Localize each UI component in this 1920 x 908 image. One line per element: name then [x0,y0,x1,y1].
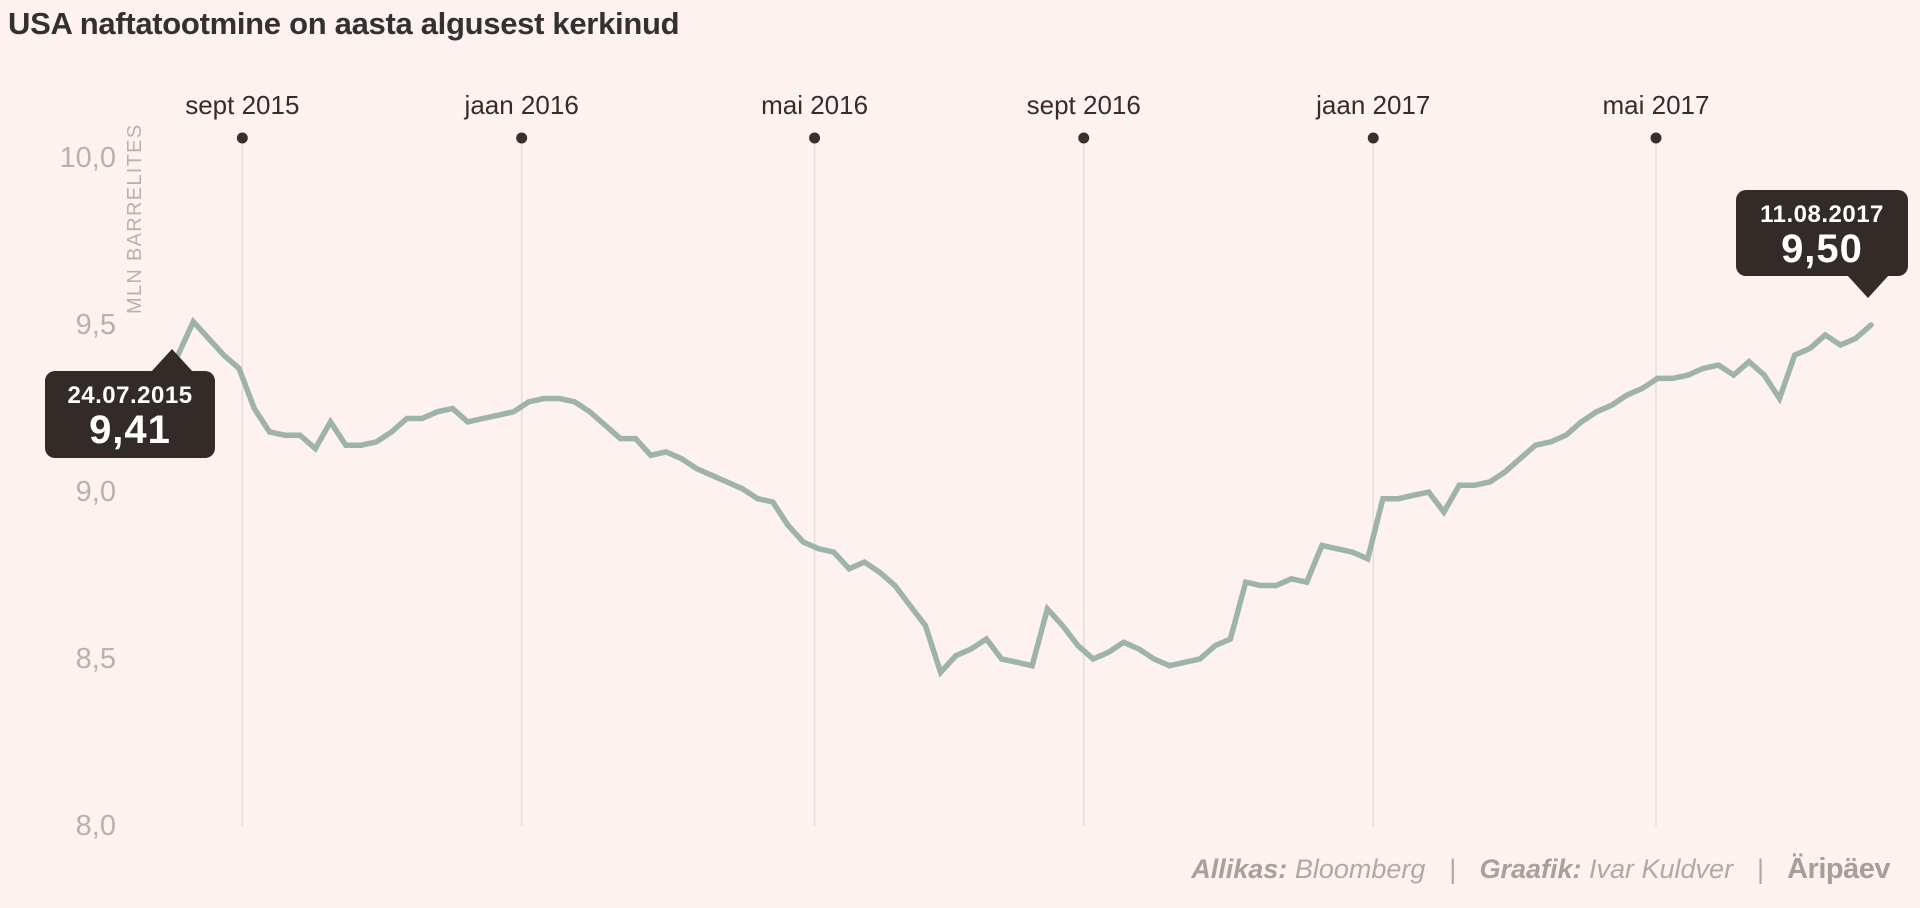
x-axis-dot [1367,132,1379,144]
x-axis-label: mai 2017 [1602,90,1710,120]
x-axis-dot [1078,132,1090,144]
y-tick-label: 10,0 [59,142,116,174]
x-axis-dot [516,132,528,144]
x-axis-dot [809,132,821,144]
brand-logo: Äripäev [1787,853,1890,885]
callout-start-date: 24.07.2015 [67,382,193,409]
graphic-author: Ivar Kuldver [1589,854,1734,884]
x-axis-label: sept 2015 [185,90,300,120]
source-name: Bloomberg [1294,854,1426,884]
graphic-label: Graafik: [1479,854,1582,884]
callout-end-number: 9,50 [1781,227,1863,271]
callout-end-date: 11.08.2017 [1760,201,1884,228]
y-tick-label: 8,0 [75,810,116,842]
production-line [175,316,1874,678]
x-axis-dot [1650,132,1662,144]
chart-footer: Allikas: Bloomberg | Graafik: Ivar Kuldv… [1191,853,1890,886]
chart-title: USA naftatootmine on aasta algusest kerk… [8,6,680,41]
x-axis-dot [236,132,248,144]
callout-end-value: 11.08.2017 9,50 [1736,190,1908,298]
y-tick-label: 8,5 [75,643,116,675]
x-axis-label: mai 2016 [761,90,869,120]
callout-start-number: 9,41 [89,408,171,452]
x-axis-label: jaan 2017 [1316,90,1431,120]
y-tick-label: 9,5 [75,309,116,341]
y-tick-label: 9,0 [75,476,116,508]
footer-divider: | [1448,854,1456,884]
callout-start-value: 24.07.2015 9,41 [45,349,215,458]
footer-divider: | [1756,854,1764,884]
source-label: Allikas: [1191,854,1288,884]
x-axis-label: sept 2016 [1026,90,1141,120]
x-axis-label: jaan 2016 [464,90,579,120]
